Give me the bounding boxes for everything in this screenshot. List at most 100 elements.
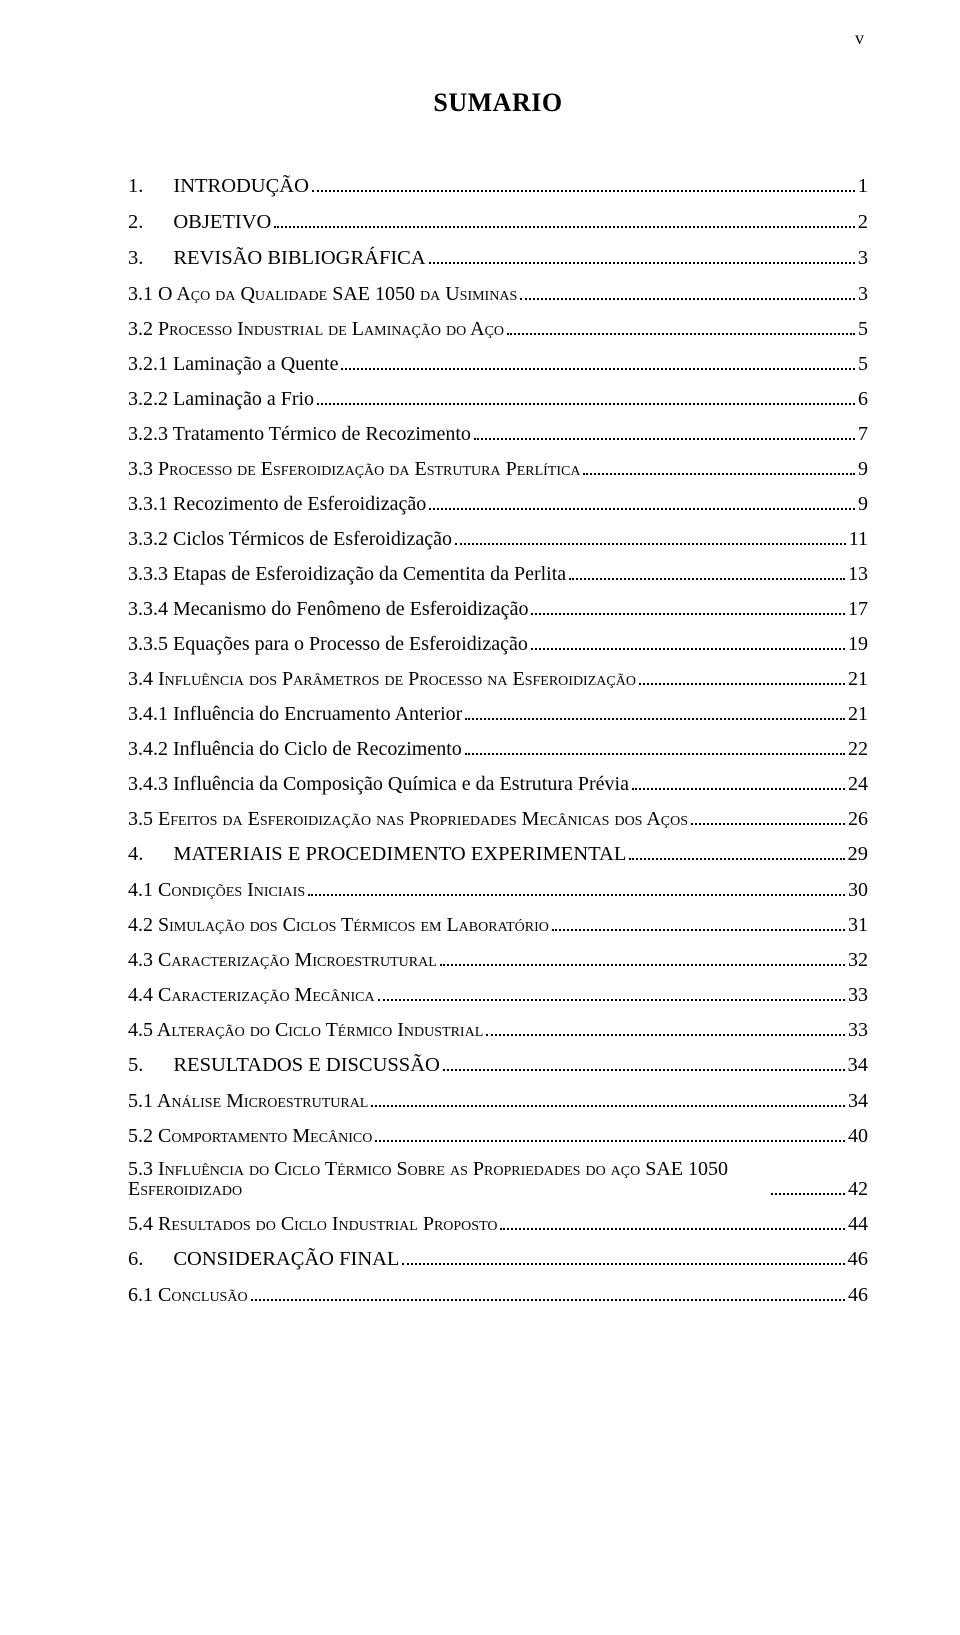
toc-entry-label: 6. CONSIDERAÇÃO FINAL [128, 1249, 399, 1270]
toc-entry-text: O Aço da Qualidade SAE 1050 da Usiminas [158, 283, 517, 305]
toc-entry-number: 5.1 [128, 1091, 153, 1111]
table-of-contents: 1. INTRODUÇÃO12. OBJETIVO23. REVISÃO BIB… [128, 174, 868, 1305]
toc-entry-label: 3.3 Processo de Esferoidização da Estrut… [128, 459, 580, 479]
toc-entry-page: 30 [848, 880, 868, 900]
toc-entry-text: INTRODUÇÃO [173, 175, 309, 197]
toc-entry-label: 3.4.2 Influência do Ciclo de Recozimento [128, 739, 462, 759]
toc-entry-text: Análise Microestrutural [157, 1090, 368, 1112]
toc-entry-page: 11 [849, 529, 868, 549]
toc-entry-label: 6.1 Conclusão [128, 1285, 248, 1305]
toc-entry-label: 3.1 O Aço da Qualidade SAE 1050 da Usimi… [128, 284, 517, 304]
toc-entry-label: 3.4.3 Influência da Composição Química e… [128, 774, 629, 794]
toc-entry-number: 3.3.2 [128, 529, 168, 549]
toc-entry-page: 3 [858, 248, 868, 269]
toc-entry: 4.4 Caracterização Mecânica33 [128, 983, 868, 1005]
toc-leader-dots [429, 492, 855, 510]
toc-entry-page: 9 [858, 459, 868, 479]
toc-entry-label: 5.2 Comportamento Mecânico [128, 1126, 372, 1146]
toc-entry-text: Conclusão [158, 1284, 248, 1306]
toc-entry-page: 42 [848, 1179, 868, 1199]
toc-entry-number: 3.2.3 [128, 424, 168, 444]
toc-entry-page: 34 [848, 1055, 869, 1076]
toc-leader-dots [429, 246, 855, 264]
toc-entry-page: 6 [858, 389, 868, 409]
toc-entry-page: 22 [848, 739, 868, 759]
toc-entry-text: Tratamento Térmico de Recozimento [173, 423, 471, 445]
toc-leader-dots [251, 1283, 845, 1301]
toc-entry-page: 34 [848, 1091, 868, 1111]
toc-entry-number: 3.5 [128, 809, 153, 829]
toc-entry: 4.1 Condições Iniciais30 [128, 878, 868, 900]
toc-entry: 3.4.2 Influência do Ciclo de Recozimento… [128, 737, 868, 759]
toc-entry-number: 3.2.2 [128, 389, 168, 409]
toc-entry: 5.4 Resultados do Ciclo Industrial Propo… [128, 1212, 868, 1234]
toc-entry-label: 4.3 Caracterização Microestrutural [128, 950, 437, 970]
document-page: v SUMARIO 1. INTRODUÇÃO12. OBJETIVO23. R… [0, 0, 960, 1635]
toc-entry-page: 13 [848, 564, 868, 584]
toc-leader-dots [274, 210, 854, 228]
toc-leader-dots [691, 807, 845, 825]
toc-entry: 3.3.4 Mecanismo do Fenômeno de Esferoidi… [128, 597, 868, 619]
toc-entry-text: CONSIDERAÇÃO FINAL [173, 1248, 399, 1270]
toc-leader-dots [455, 527, 846, 545]
toc-entry-page: 5 [858, 354, 868, 374]
toc-entry: 3.4.3 Influência da Composição Química e… [128, 772, 868, 794]
toc-leader-dots [629, 842, 844, 860]
toc-entry-number: 3.1 [128, 284, 153, 304]
toc-leader-dots [520, 282, 855, 300]
toc-entry-number: 3.3.3 [128, 564, 168, 584]
toc-leader-dots [312, 174, 855, 192]
toc-entry-number: 3.2.1 [128, 354, 168, 374]
toc-leader-dots [500, 1212, 845, 1230]
toc-leader-dots [474, 422, 855, 440]
toc-entry-label: 3.4.1 Influência do Encruamento Anterior [128, 704, 462, 724]
toc-entry-page: 2 [858, 212, 868, 233]
toc-entry: 3.5 Efeitos da Esferoidização nas Propri… [128, 807, 868, 829]
toc-entry-number: 3. [128, 248, 158, 269]
toc-entry-page: 9 [858, 494, 868, 514]
toc-entry-number: 4.4 [128, 985, 153, 1005]
toc-entry-number: 5. [128, 1055, 158, 1076]
toc-entry-text: Efeitos da Esferoidização nas Propriedad… [158, 808, 688, 830]
toc-entry-number: 2. [128, 212, 158, 233]
toc-entry-label: 3.3.2 Ciclos Térmicos de Esferoidização [128, 529, 452, 549]
toc-entry-label: 5. RESULTADOS E DISCUSSÃO [128, 1055, 440, 1076]
toc-entry-label: 3.3.5 Equações para o Processo de Esfero… [128, 634, 528, 654]
toc-entry-number: 3.4.2 [128, 739, 168, 759]
toc-entry: 3.2.3 Tratamento Térmico de Recozimento 7 [128, 422, 868, 444]
toc-entry-text: Influência do Encruamento Anterior [173, 703, 462, 725]
toc-entry-number: 3.4.1 [128, 704, 168, 724]
toc-entry-label: 4. MATERIAIS E PROCEDIMENTO EXPERIMENTAL [128, 844, 626, 865]
toc-entry: 1. INTRODUÇÃO 1 [128, 174, 868, 197]
toc-entry: 5. RESULTADOS E DISCUSSÃO 34 [128, 1053, 868, 1076]
toc-entry: 4. MATERIAIS E PROCEDIMENTO EXPERIMENTAL… [128, 842, 868, 865]
toc-leader-dots [771, 1177, 845, 1195]
toc-entry-number: 4.5 [128, 1020, 153, 1040]
toc-entry: 3.3.2 Ciclos Térmicos de Esferoidização 1… [128, 527, 868, 549]
toc-entry-label: 3.2.1 Laminação a Quente [128, 354, 338, 374]
toc-entry-label: 3.3.1 Recozimento de Esferoidização [128, 494, 426, 514]
toc-entry-page: 1 [858, 176, 868, 197]
toc-entry-label: 3.2.2 Laminação a Frio [128, 389, 314, 409]
toc-entry: 3.3.3 Etapas de Esferoidização da Cement… [128, 562, 868, 584]
toc-entry-page: 44 [848, 1214, 868, 1234]
toc-entry-label: 1. INTRODUÇÃO [128, 176, 309, 197]
toc-entry: 3.2.2 Laminação a Frio 6 [128, 387, 868, 409]
toc-leader-dots [531, 597, 845, 615]
toc-entry: 6.1 Conclusão46 [128, 1283, 868, 1305]
toc-entry: 3.4 Influência dos Parâmetros de Process… [128, 667, 868, 689]
toc-entry-page: 7 [858, 424, 868, 444]
toc-leader-dots [569, 562, 845, 580]
toc-leader-dots [531, 632, 845, 650]
toc-entry-page: 17 [848, 599, 868, 619]
toc-entry-label: 2. OBJETIVO [128, 212, 271, 233]
toc-leader-dots [552, 913, 845, 931]
toc-entry-number: 4. [128, 844, 158, 865]
toc-entry: 3.4.1 Influência do Encruamento Anterior… [128, 702, 868, 724]
toc-entry-text: Processo Industrial de Laminação do Aço [158, 318, 504, 340]
toc-entry-text: Influência dos Parâmetros de Processo na… [158, 668, 636, 690]
toc-entry-text: Caracterização Mecânica [158, 984, 375, 1006]
toc-entry-label: 3.5 Efeitos da Esferoidização nas Propri… [128, 809, 688, 829]
toc-leader-dots [371, 1089, 845, 1107]
toc-entry-page: 21 [848, 669, 868, 689]
